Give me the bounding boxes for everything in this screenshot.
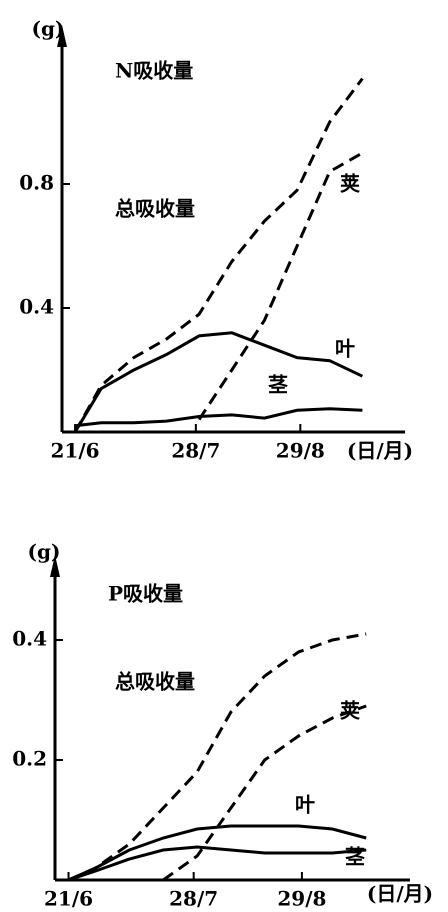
series-line <box>197 151 364 421</box>
x-tick-label: 29/8 <box>277 887 326 911</box>
series-label: 总吸收量 <box>115 197 195 221</box>
x-tick-label: 28/7 <box>171 439 220 463</box>
series-line <box>73 331 364 433</box>
y-tick-label: 0.4 <box>19 295 54 319</box>
x-unit-label: (日/月) <box>347 439 413 463</box>
x-tick-label: 21/6 <box>51 439 100 463</box>
series-label: 荚 <box>340 699 360 723</box>
series-label: 总吸收量 <box>115 670 195 694</box>
series-label: 茎 <box>345 845 365 869</box>
y-tick-label: 0.4 <box>12 627 47 651</box>
y-axis-arrow <box>50 555 60 577</box>
x-unit-label: (日/月) <box>367 882 433 906</box>
chart-title: N吸收量 <box>115 59 193 83</box>
series-label: 叶 <box>295 793 315 817</box>
y-tick-label: 0.8 <box>19 171 54 195</box>
series-label: 荚 <box>340 172 360 196</box>
series-line <box>68 845 367 882</box>
y-axis-label: (g) <box>32 17 65 41</box>
series-line <box>67 632 367 882</box>
chart-title: P吸收量 <box>108 582 183 606</box>
x-tick-label: 21/6 <box>44 887 93 911</box>
series-label: 茎 <box>268 373 288 397</box>
series-line <box>74 407 363 428</box>
y-axis-arrow <box>57 25 67 47</box>
x-tick-label: 28/7 <box>169 887 218 911</box>
series-label: 叶 <box>335 337 355 361</box>
x-tick-label: 29/8 <box>276 439 325 463</box>
series-line <box>73 77 364 433</box>
series-line <box>162 704 367 882</box>
y-tick-label: 0.2 <box>12 747 47 771</box>
y-axis-label: (g) <box>28 540 61 564</box>
series-line <box>67 824 367 882</box>
